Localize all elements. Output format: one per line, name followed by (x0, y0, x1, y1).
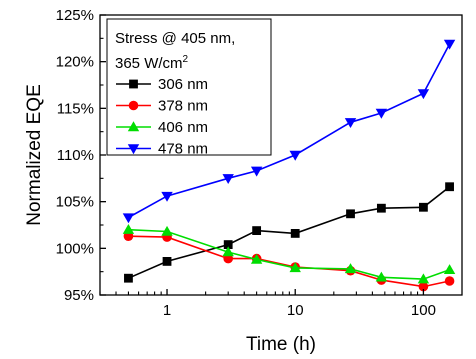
series-2-point-4 (289, 262, 301, 273)
y-tick-label: 115% (57, 100, 94, 117)
series-0-point-0 (124, 273, 133, 283)
series-2-point-5 (344, 263, 357, 274)
legend-title-line-1: Stress @ 405 nm, (115, 30, 235, 47)
y-axis-title: Normalized EQE (24, 84, 45, 226)
y-tick-label: 100% (56, 240, 94, 257)
series-0-point-3 (252, 226, 262, 235)
series-2-point-8 (443, 264, 456, 274)
series-3-point-4 (289, 150, 301, 161)
legend-swatch-marker-3 (127, 144, 140, 155)
series-3-point-7 (417, 89, 430, 100)
series-0-point-2 (223, 240, 233, 249)
series-2-point-3 (250, 253, 263, 264)
y-tick-label: 110% (57, 147, 94, 164)
series-2-point-1 (161, 225, 173, 236)
x-tick-label: 100 (411, 302, 436, 319)
series-0-point-7 (419, 202, 428, 212)
series-3-point-0 (122, 213, 135, 224)
legend-swatch-marker-0 (129, 79, 138, 89)
legend-label-2: 406 nm (158, 119, 208, 136)
series-line-2 (128, 228, 450, 280)
y-tick-label: 95% (64, 287, 94, 304)
series-2-point-7 (417, 273, 430, 284)
x-axis-title: Time (h) (246, 334, 316, 355)
series-0-point-8 (445, 182, 454, 192)
legend-label-0: 306 nm (158, 76, 208, 93)
legend-title-line-2: 365 W/cm2 (115, 54, 189, 72)
series-0-point-4 (290, 229, 300, 238)
series-2-point-0 (122, 223, 135, 234)
y-tick-label: 120% (56, 54, 94, 71)
series-3-point-3 (250, 166, 263, 177)
series-2-point-6 (375, 271, 388, 282)
x-tick-label: 10 (287, 302, 304, 319)
series-3-point-2 (222, 174, 234, 185)
legend-label-1: 378 nm (158, 98, 208, 115)
x-tick-label: 1 (163, 302, 171, 319)
y-tick-label: 125% (56, 7, 94, 24)
y-tick-label: 105% (56, 194, 94, 211)
legend-title-superscript: 2 (183, 54, 189, 65)
legend-swatch-marker-1 (128, 100, 139, 111)
legend-swatch-marker-2 (127, 121, 140, 132)
series-3-point-6 (375, 108, 388, 119)
legend-label-3: 478 nm (158, 141, 208, 158)
series-1-point-8 (444, 276, 455, 286)
series-line-0 (128, 186, 451, 279)
series-0-point-1 (162, 257, 172, 266)
series-1-point-7 (418, 281, 429, 292)
series-0-point-5 (346, 209, 355, 219)
series-3-point-1 (161, 191, 173, 202)
series-0-point-6 (376, 203, 386, 213)
series-2-point-2 (222, 246, 234, 257)
series-3-point-8 (443, 39, 456, 50)
series-3-point-5 (344, 118, 357, 129)
series-line-1 (128, 235, 450, 288)
